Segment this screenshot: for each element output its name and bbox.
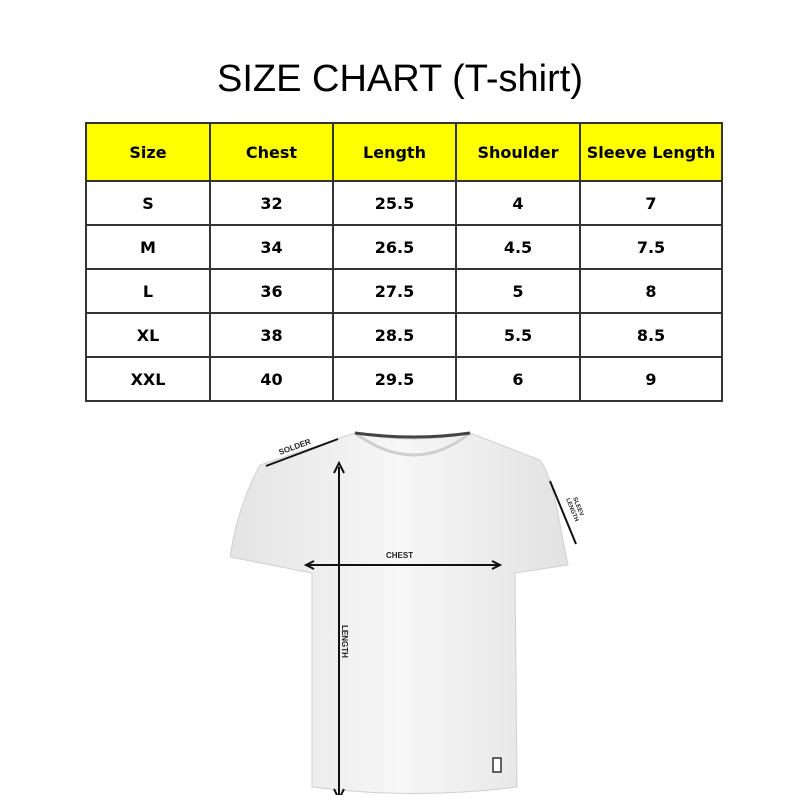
tshirt-diagram: SOLDER LENGTH CHEST SLEEV LENGTH — [230, 431, 584, 795]
cell: XXL — [85, 356, 211, 402]
cell: 8 — [579, 268, 723, 314]
cell: 4.5 — [455, 224, 581, 270]
cell: 32 — [209, 180, 334, 226]
cell: 7 — [579, 180, 723, 226]
cell: XL — [85, 312, 211, 358]
cell: S — [85, 180, 211, 226]
tshirt-shape — [230, 432, 569, 794]
cell: 26.5 — [332, 224, 457, 270]
header-size: Size — [85, 122, 211, 182]
cell: M — [85, 224, 211, 270]
table-header-row: Size Chest Length Shoulder Sleeve Length — [85, 122, 723, 182]
table-row: M 34 26.5 4.5 7.5 — [85, 224, 723, 270]
cell: 36 — [209, 268, 334, 314]
cell: L — [85, 268, 211, 314]
length-label: LENGTH — [340, 625, 349, 658]
cell: 5 — [455, 268, 581, 314]
cell: 27.5 — [332, 268, 457, 314]
cell: 40 — [209, 356, 334, 402]
table-row: L 36 27.5 5 8 — [85, 268, 723, 314]
cell: 5.5 — [455, 312, 581, 358]
cell: 6 — [455, 356, 581, 402]
table-row: S 32 25.5 4 7 — [85, 180, 723, 226]
cell: 25.5 — [332, 180, 457, 226]
header-shoulder: Shoulder — [455, 122, 581, 182]
sleeve-measure-line — [549, 480, 577, 545]
cell: 28.5 — [332, 312, 457, 358]
cell: 9 — [579, 356, 723, 402]
table-row: XL 38 28.5 5.5 8.5 — [85, 312, 723, 358]
brand-tag-icon — [492, 757, 502, 773]
header-chest: Chest — [209, 122, 334, 182]
header-length: Length — [332, 122, 457, 182]
shoulder-measure-line — [265, 438, 339, 467]
cell: 7.5 — [579, 224, 723, 270]
cell: 29.5 — [332, 356, 457, 402]
cell: 8.5 — [579, 312, 723, 358]
collar — [354, 431, 471, 457]
size-table: Size Chest Length Shoulder Sleeve Length… — [85, 122, 723, 402]
cell: 34 — [209, 224, 334, 270]
page-title: SIZE CHART (T-shirt) — [217, 58, 583, 100]
cell: 4 — [455, 180, 581, 226]
table-row: XXL 40 29.5 6 9 — [85, 356, 723, 402]
chest-label: CHEST — [386, 551, 413, 560]
cell: 38 — [209, 312, 334, 358]
header-sleeve-length: Sleeve Length — [579, 122, 723, 182]
